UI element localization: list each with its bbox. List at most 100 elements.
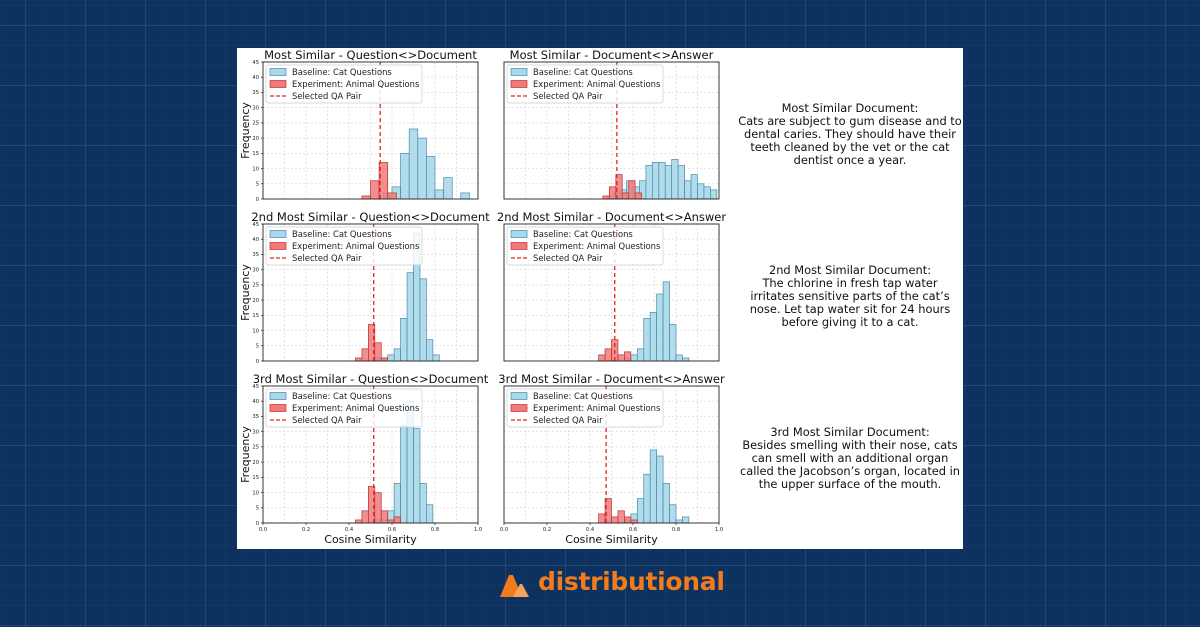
legend-label: Selected QA Pair xyxy=(292,415,362,425)
document-1-line: dental caries. They should have their xyxy=(744,127,956,141)
baseline-bar xyxy=(636,348,645,362)
baseline-bar xyxy=(643,318,651,362)
experiment-bar xyxy=(393,516,401,524)
experiment-bar xyxy=(355,357,363,362)
y-tick-label: 5 xyxy=(256,182,259,188)
legend-box xyxy=(265,226,423,266)
brand-name: distributional xyxy=(538,567,725,596)
baseline-bar xyxy=(432,354,440,362)
legend: Baseline: Cat Questions Experiment: Anima… xyxy=(265,226,423,266)
x-tick-label: 0.6 xyxy=(629,527,637,533)
document-1-heading: Most Similar Document: xyxy=(781,101,919,115)
baseline-bar xyxy=(419,483,427,524)
experiment-bar xyxy=(624,351,632,362)
legend-swatch xyxy=(269,392,287,400)
legend-label: Selected QA Pair xyxy=(292,253,362,263)
baseline-bar xyxy=(636,498,645,524)
experiment-bar xyxy=(374,342,382,362)
chart-title: Most Similar - Document<>Answer xyxy=(510,48,714,62)
y-tick-label: 20 xyxy=(252,136,259,142)
plot-frame xyxy=(503,385,720,524)
document-2-line: irritates sensitive parts of the cat’s xyxy=(750,289,950,303)
y-tick-label: 40 xyxy=(252,75,259,81)
legend-label: Selected QA Pair xyxy=(533,91,603,101)
experiment-bar xyxy=(361,348,369,362)
histogram-panel: 3rd Most Similar - Document<>Answer 0.0 0.… xyxy=(498,372,725,546)
x-tick-label: 0.8 xyxy=(431,527,439,533)
baseline-bar xyxy=(652,162,660,200)
baseline-bar xyxy=(460,192,470,200)
experiment-bar xyxy=(387,192,397,200)
legend-box xyxy=(506,226,664,266)
legend-swatch xyxy=(510,230,528,238)
document-3-heading: 3rd Most Similar Document: xyxy=(770,425,930,439)
histogram-panel: 3rd Most Similar - Question<>Document 0 5 1… xyxy=(239,372,489,546)
legend: Baseline: Cat Questions Experiment: Anima… xyxy=(265,64,423,104)
baseline-bar xyxy=(400,425,408,524)
baseline-bar xyxy=(669,504,677,524)
baseline-bar xyxy=(406,272,414,362)
experiment-bar xyxy=(604,348,612,362)
experiment-bar xyxy=(598,513,606,524)
document-text-3: 3rd Most Similar Document: Besides smell… xyxy=(737,426,963,491)
experiment-bar xyxy=(630,519,638,524)
y-tick-label: 30 xyxy=(252,267,259,273)
legend-swatch xyxy=(269,80,287,88)
x-tick-label: 0.6 xyxy=(388,527,396,533)
x-tick-label: 0.2 xyxy=(302,527,310,533)
y-tick-label: 45 xyxy=(252,384,259,390)
experiment-bar xyxy=(387,519,395,524)
y-tick-label: 10 xyxy=(252,490,259,496)
legend-swatch xyxy=(510,68,528,76)
plot-frame xyxy=(262,385,479,524)
plot-frame xyxy=(503,223,720,362)
distributional-logo-icon xyxy=(500,575,529,597)
experiment-bar xyxy=(624,516,632,524)
histogram-panel: 2nd Most Similar - Question<>Document 0 5 1… xyxy=(239,210,490,365)
brand-logo: distributional xyxy=(498,567,725,602)
baseline-bar xyxy=(649,449,658,524)
y-tick-label: 5 xyxy=(256,344,259,350)
document-3-line: can smell with an additional organ xyxy=(751,451,949,465)
baseline-bar xyxy=(675,519,683,524)
y-tick-label: 25 xyxy=(252,445,259,451)
legend: Baseline: Cat Questions Experiment: Anima… xyxy=(506,226,664,266)
legend-swatch xyxy=(510,392,528,400)
baseline-bar xyxy=(682,357,690,362)
y-tick-label: 10 xyxy=(252,166,259,172)
y-axis-label: Frequency xyxy=(239,264,252,321)
chart-title: Most Similar - Question<>Document xyxy=(264,48,477,62)
baseline-bar xyxy=(664,165,673,200)
document-3-line: called the Jacobson’s organ, located in xyxy=(739,464,961,478)
legend-label: Selected QA Pair xyxy=(292,91,362,101)
legend-box xyxy=(265,64,423,104)
legend-label: Experiment: Animal Questions xyxy=(292,241,419,251)
y-tick-label: 35 xyxy=(252,414,259,420)
y-tick-label: 30 xyxy=(252,429,259,435)
plot-frame xyxy=(262,223,479,362)
baseline-bar xyxy=(417,137,427,200)
baseline-bar xyxy=(662,483,670,524)
document-2-line: before giving it to a cat. xyxy=(781,315,919,329)
plot-frame xyxy=(503,61,720,200)
x-tick-label: 0.4 xyxy=(345,527,354,533)
baseline-bar xyxy=(656,293,664,362)
legend-box xyxy=(506,388,664,428)
y-tick-label: 0 xyxy=(256,521,259,527)
legend-label: Baseline: Cat Questions xyxy=(292,229,392,239)
y-tick-label: 45 xyxy=(252,60,259,66)
y-tick-label: 30 xyxy=(252,105,259,111)
experiment-bar xyxy=(621,192,630,200)
baseline-bar xyxy=(656,455,664,524)
legend-swatch xyxy=(510,80,528,88)
legend-label: Baseline: Cat Questions xyxy=(292,67,392,77)
x-tick-label: 0.2 xyxy=(543,527,551,533)
y-tick-label: 20 xyxy=(252,460,259,466)
y-tick-label: 35 xyxy=(252,252,259,258)
legend-label: Selected QA Pair xyxy=(533,253,603,263)
legend-label: Selected QA Pair xyxy=(533,415,603,425)
experiment-bar xyxy=(628,180,636,200)
x-tick-label: 0.8 xyxy=(672,527,680,533)
x-tick-label: 0.0 xyxy=(259,527,267,533)
histogram-panel: 2nd Most Similar - Document<>Answer Basel… xyxy=(497,210,726,362)
